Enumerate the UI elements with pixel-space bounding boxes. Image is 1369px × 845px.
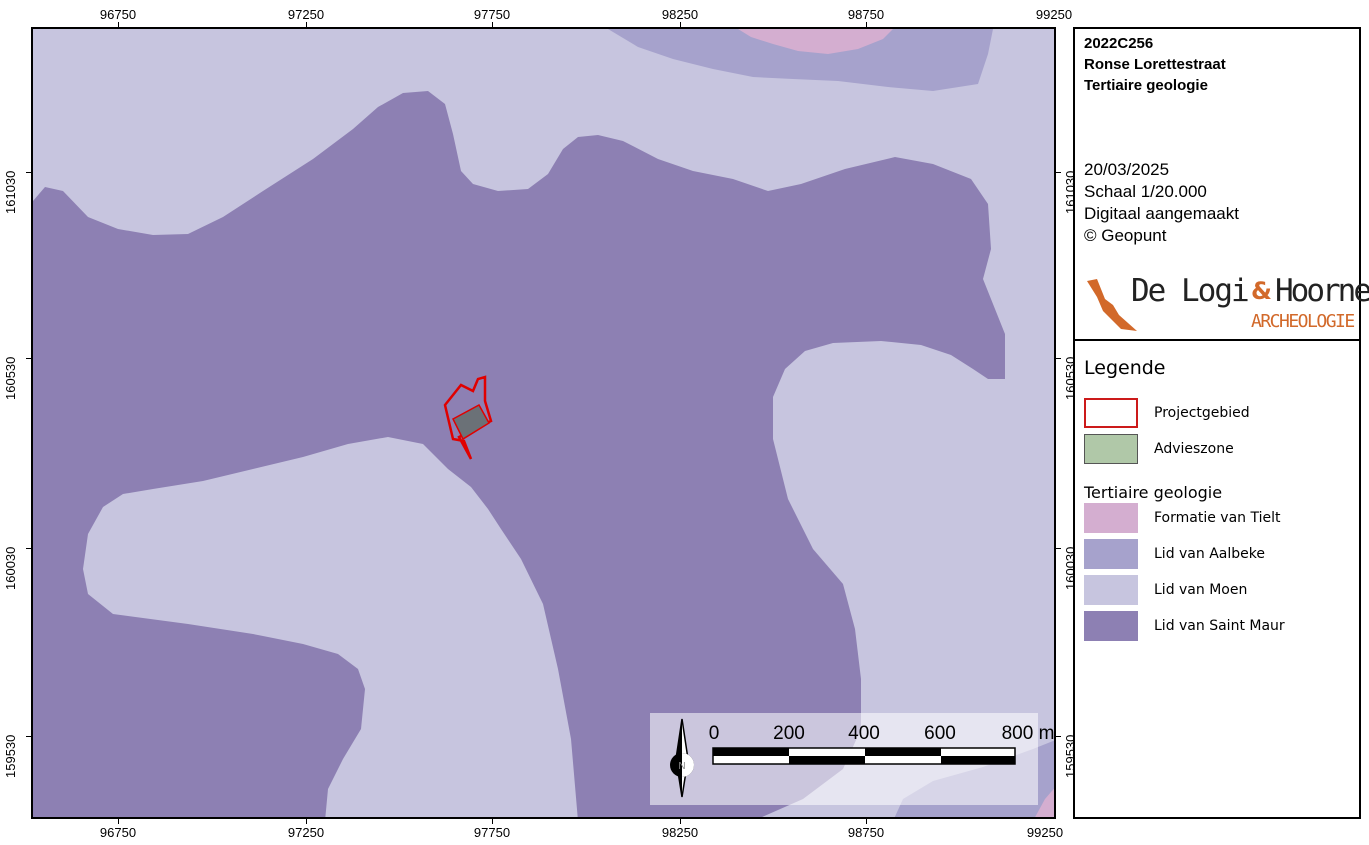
x-tick-top: 97250 [287, 7, 325, 22]
geology-zone-lid-van-aalbeke [608, 29, 993, 91]
lid-van-moen-swatch [1084, 575, 1138, 605]
projectgebied-outline[interactable] [443, 375, 493, 460]
logo-name-part2: Hoorne [1275, 273, 1369, 309]
trowel-logo-icon [1087, 279, 1137, 331]
tick-mark [1056, 548, 1061, 549]
project-site: Ronse Lorettestraat [1084, 56, 1226, 73]
tick-mark [26, 358, 31, 359]
scalebar-panel: N 0 200 400 600 800 m [650, 713, 1054, 805]
tick-mark [1056, 736, 1061, 737]
lid-van-saint-maur-swatch [1084, 611, 1138, 641]
y-tick-left: 160530 [3, 356, 18, 400]
legend-panel: Legende Projectgebied Advieszone Tertiai… [1073, 341, 1361, 819]
tick-mark [26, 172, 31, 173]
map-scale: Schaal 1/20.000 [1084, 182, 1207, 201]
map-canvas[interactable]: N 0 200 400 600 800 m [31, 27, 1056, 819]
x-tick-bottom: 96750 [99, 825, 137, 840]
tick-mark [1056, 172, 1061, 173]
tick-mark [492, 22, 493, 27]
x-tick-bottom: 98250 [661, 825, 699, 840]
tick-mark [118, 22, 119, 27]
scalebar-graphic [712, 747, 1016, 765]
north-arrow-icon: N [670, 718, 694, 798]
company-logo: De Logi & Hoorne ARCHEOLOGIE [1083, 273, 1369, 337]
tick-mark [680, 819, 681, 824]
legend-item-formatie-van-tielt: Formatie van Tielt [1084, 503, 1354, 533]
x-tick-bottom: 98750 [847, 825, 885, 840]
x-tick-bottom: 97750 [473, 825, 511, 840]
scale-label-600: 600 [924, 723, 956, 744]
logo-name-part1: De Logi [1131, 273, 1250, 309]
scale-label-0: 0 [708, 723, 720, 744]
x-tick-top: 98750 [847, 7, 885, 22]
legend-item-lid-van-aalbeke: Lid van Aalbeke [1084, 539, 1354, 569]
x-tick-bottom: 97250 [287, 825, 325, 840]
logo-sub: ARCHEOLOGIE [1251, 311, 1355, 332]
map-date: 20/03/2025 [1084, 160, 1170, 179]
title-panel: 2022C256 Ronse Lorettestraat Tertiaire g… [1073, 27, 1369, 341]
x-tick-top: 96750 [99, 7, 137, 22]
legend-label: Formatie van Tielt [1154, 510, 1281, 526]
map-subject: Tertiaire geologie [1084, 77, 1208, 94]
legend-item-advieszone: Advieszone [1084, 434, 1354, 464]
legend-item-lid-van-moen: Lid van Moen [1084, 575, 1354, 605]
advieszone-swatch [1084, 434, 1138, 464]
tick-mark [492, 819, 493, 824]
tick-mark [306, 22, 307, 27]
y-tick-left: 159530 [3, 734, 18, 778]
project-code: 2022C256 [1084, 35, 1154, 52]
logo-ampersand: & [1251, 277, 1272, 305]
legend-label: Lid van Saint Maur [1154, 618, 1285, 634]
x-tick-top: 97750 [473, 7, 511, 22]
scale-label-400: 400 [848, 723, 880, 744]
legend-item-projectgebied: Projectgebied [1084, 398, 1354, 428]
map-source: © Geopunt [1084, 226, 1167, 245]
tick-mark [118, 819, 119, 824]
advieszone-area[interactable] [452, 403, 491, 441]
svg-text:N: N [678, 761, 685, 772]
tick-mark [866, 819, 867, 824]
tick-mark [26, 736, 31, 737]
lid-van-aalbeke-swatch [1084, 539, 1138, 569]
legend-title: Legende [1084, 357, 1166, 379]
tick-mark [866, 22, 867, 27]
geology-map[interactable] [33, 29, 1056, 819]
legend-label: Lid van Moen [1154, 582, 1248, 598]
legend-label: Advieszone [1154, 441, 1234, 457]
geology-zone-lid-van-saint-maur [33, 91, 1005, 817]
legend-label: Lid van Aalbeke [1154, 546, 1265, 562]
projectgebied-swatch [1084, 398, 1138, 428]
y-tick-left: 161030 [3, 170, 18, 214]
formatie-van-tielt-swatch [1084, 503, 1138, 533]
tick-mark [306, 819, 307, 824]
x-tick-top: 99250 [1035, 7, 1073, 22]
tick-mark [1056, 358, 1061, 359]
geology-zone-formatie-van-tielt-se [1035, 788, 1054, 817]
legend-group-title: Tertiaire geologie [1084, 483, 1223, 502]
x-tick-bottom: 99250 [1026, 825, 1064, 840]
x-tick-top: 98250 [661, 7, 699, 22]
map-made: Digitaal aangemaakt [1084, 204, 1239, 223]
scale-label-800: 800 m [1001, 723, 1055, 744]
legend-item-lid-van-saint-maur: Lid van Saint Maur [1084, 611, 1354, 641]
tick-mark [680, 22, 681, 27]
legend-label: Projectgebied [1154, 405, 1250, 421]
scale-label-200: 200 [773, 723, 805, 744]
y-tick-left: 160030 [3, 546, 18, 590]
tick-mark [26, 548, 31, 549]
geology-zone-formatie-van-tielt [738, 29, 893, 54]
